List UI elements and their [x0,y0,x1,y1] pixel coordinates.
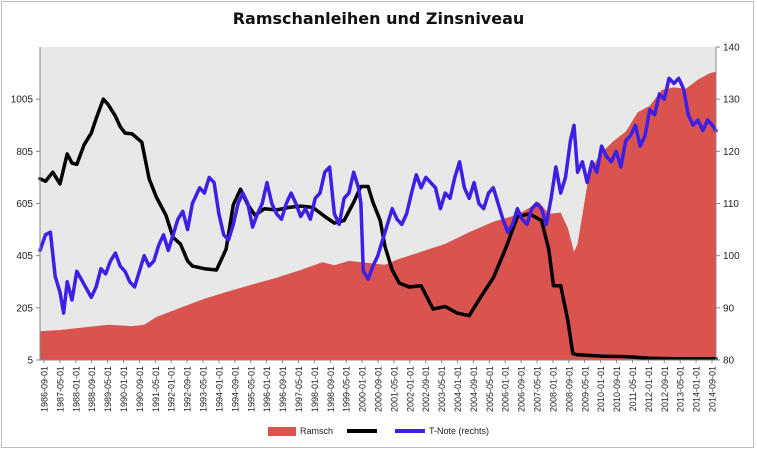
x-tick-label: 1987-05-01 [55,366,65,412]
y-left-tick-label: 205 [16,303,33,314]
x-tick-label: 1998-01-01 [310,366,320,412]
x-tick-label: 1999-05-01 [342,366,352,412]
x-tick-label: 2002-09-01 [421,366,431,412]
x-tick-label: 1989-05-01 [103,366,113,412]
legend: Ramsch T-Note (rechts) [0,426,757,436]
x-tick-label: 1996-01-01 [262,366,272,412]
y-left-tick-label: 1005 [11,95,34,106]
x-tick-label: 2004-01-01 [453,366,463,412]
x-tick-label: 1992-01-01 [167,366,177,412]
series-line-tnote [38,76,718,315]
y-left-tick-label: 405 [16,251,33,262]
legend-item-black [347,426,381,436]
x-tick-label: 2004-09-01 [469,366,479,412]
y-right-tick-label: 130 [723,95,740,106]
legend-item-ramsch: Ramsch [267,426,333,436]
y-right-tick-label: 140 [723,43,740,54]
x-tick-label: 1997-05-01 [294,366,304,412]
x-tick-label: 2009-05-01 [580,366,590,412]
x-tick-label: 1996-09-01 [278,366,288,412]
series-area-ramsch [40,71,716,361]
legend-item-tnote: T-Note (rechts) [395,426,489,436]
x-tick-label: 1994-09-01 [230,366,240,412]
x-tick-label: 1986-09-01 [40,366,50,412]
x-tick-label: 1990-09-01 [135,366,145,412]
x-tick-label: 2008-09-01 [564,366,574,412]
y-right-tick-label: 110 [723,199,739,210]
x-tick-label: 2005-05-01 [485,366,495,412]
x-tick-label: 1991-05-01 [151,366,161,412]
legend-swatch-tnote [395,429,425,433]
y-right-tick-label: 80 [723,356,735,367]
x-tick-label: 2001-05-01 [389,366,399,412]
x-tick-label: 1988-01-01 [71,366,81,412]
x-tick-label: 2000-01-01 [358,366,368,412]
legend-label-tnote: T-Note (rechts) [429,426,490,436]
y-left-tick-label: 805 [16,147,33,158]
y-left-tick-label: 5 [27,356,33,367]
x-tick-label: 2013-05-01 [676,366,686,412]
x-tick-label: 2011-05-01 [628,366,638,411]
x-tick-label: 2002-01-01 [405,366,415,412]
y-right-tick-label: 120 [723,147,740,158]
x-tick-label: 2012-01-01 [644,366,654,412]
x-tick-label: 1993-05-01 [199,366,209,412]
chart-title: Ramschanleihen und Zinsniveau [232,9,525,28]
x-tick-label: 1990-01-01 [119,366,129,412]
x-tick-label: 2010-09-01 [612,366,622,412]
x-tick-label: 2008-01-01 [548,366,558,412]
x-tick-label: 2000-09-01 [374,366,384,412]
x-tick-label: 1994-01-01 [214,366,224,412]
x-tick-label: 2007-05-01 [533,366,543,412]
x-tick-label: 2006-09-01 [517,366,527,412]
y-right-tick-label: 90 [723,303,735,314]
x-tick-label: 2014-01-01 [692,366,702,412]
x-tick-label: 2006-01-01 [501,366,511,412]
x-tick-label: 2010-01-01 [596,366,606,412]
x-tick-label: 2003-05-01 [437,366,447,412]
y-left-tick-label: 605 [16,199,33,210]
x-tick-label: 1988-09-01 [87,366,97,412]
x-tick-label: 1995-05-01 [246,366,256,412]
legend-swatch-black [347,429,377,433]
x-tick-label: 2012-09-01 [660,366,670,412]
legend-label-ramsch: Ramsch [299,426,333,436]
x-tick-label: 1998-09-01 [326,366,336,412]
x-tick-label: 2014-09-01 [708,366,718,412]
legend-swatch-ramsch [267,426,296,436]
y-right-tick-label: 100 [723,251,740,262]
x-tick-label: 1992-09-01 [183,366,193,412]
